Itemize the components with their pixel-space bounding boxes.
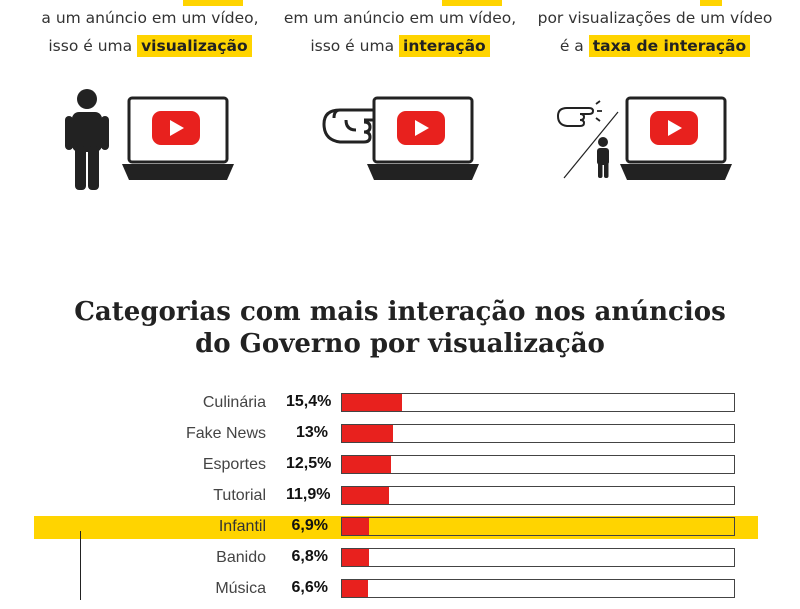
bar-track bbox=[341, 486, 735, 505]
highlight-term: taxa de interação bbox=[588, 35, 751, 57]
laptop-youtube-icon bbox=[122, 96, 234, 180]
bar bbox=[342, 549, 369, 566]
intro-text-line: isso é uma visualização bbox=[30, 35, 270, 57]
pointing-hand-icon bbox=[322, 102, 404, 144]
category-label: Esportes bbox=[202, 456, 266, 473]
bar-row: Culinária 15,4% bbox=[0, 392, 800, 423]
bar bbox=[342, 487, 389, 504]
bar-track bbox=[341, 517, 735, 536]
ratio-hand-person-icon bbox=[557, 100, 619, 179]
chart-title-line: Categorias com mais interação nos anúnci… bbox=[74, 297, 726, 327]
value-label: 15,4% bbox=[286, 393, 332, 410]
category-label: Culinária bbox=[202, 394, 266, 411]
highlight-term: visualização bbox=[137, 35, 252, 57]
intro-text-line: por visualizações de um vídeo bbox=[537, 9, 773, 27]
category-label: Infantil bbox=[218, 518, 266, 535]
bar-track bbox=[341, 579, 735, 598]
chart-title: Categorias com mais interação nos anúnci… bbox=[0, 296, 800, 360]
category-label: Música bbox=[215, 580, 266, 597]
intro-text-line: em um anúncio em um vídeo, bbox=[283, 9, 517, 27]
value-label: 6,8% bbox=[291, 548, 328, 565]
bar-row: Infantil 6,9% bbox=[0, 516, 800, 547]
bar bbox=[342, 394, 402, 411]
bar-track bbox=[341, 424, 735, 443]
bar-row: Música 6,6% bbox=[0, 578, 800, 609]
laptop-youtube-icon bbox=[620, 96, 732, 180]
value-label: 11,9% bbox=[286, 486, 331, 503]
bar-row: Fake News 13% bbox=[0, 423, 800, 454]
bar bbox=[342, 456, 391, 473]
value-label: 12,5% bbox=[286, 455, 332, 472]
highlight-fragment bbox=[442, 0, 502, 6]
bar-track bbox=[341, 393, 735, 412]
category-label: Fake News bbox=[185, 425, 266, 442]
chart-title-line: do Governo por visualização bbox=[195, 329, 605, 359]
bar-track bbox=[341, 548, 735, 567]
laptop-youtube-icon bbox=[367, 96, 479, 180]
category-label: Banido bbox=[216, 549, 266, 566]
bar bbox=[342, 518, 369, 535]
value-label: 13% bbox=[295, 424, 328, 441]
highlight-term: interação bbox=[399, 35, 490, 57]
bar-row: Banido 6,8% bbox=[0, 547, 800, 578]
value-label: 6,9% bbox=[291, 517, 328, 534]
category-label: Tutorial bbox=[213, 487, 266, 504]
intro-text-line: a um anúncio em um vídeo, bbox=[41, 9, 259, 27]
bar-row: Esportes 12,5% bbox=[0, 454, 800, 485]
annotation-line bbox=[80, 531, 81, 600]
intro-prefix: é a bbox=[559, 37, 584, 55]
bar bbox=[342, 580, 368, 597]
intro-prefix: isso é uma bbox=[310, 37, 395, 55]
highlight-fragment bbox=[183, 0, 243, 6]
intro-prefix: isso é uma bbox=[48, 37, 133, 55]
value-label: 6,6% bbox=[291, 579, 328, 596]
bar-track bbox=[341, 455, 735, 474]
highlight-fragment bbox=[700, 0, 722, 6]
intro-text-line: é a taxa de interação bbox=[535, 35, 775, 57]
intro-text-line: isso é uma interação bbox=[280, 35, 520, 57]
bar bbox=[342, 425, 393, 442]
bar-row: Tutorial 11,9% bbox=[0, 485, 800, 516]
person-icon bbox=[65, 89, 109, 190]
